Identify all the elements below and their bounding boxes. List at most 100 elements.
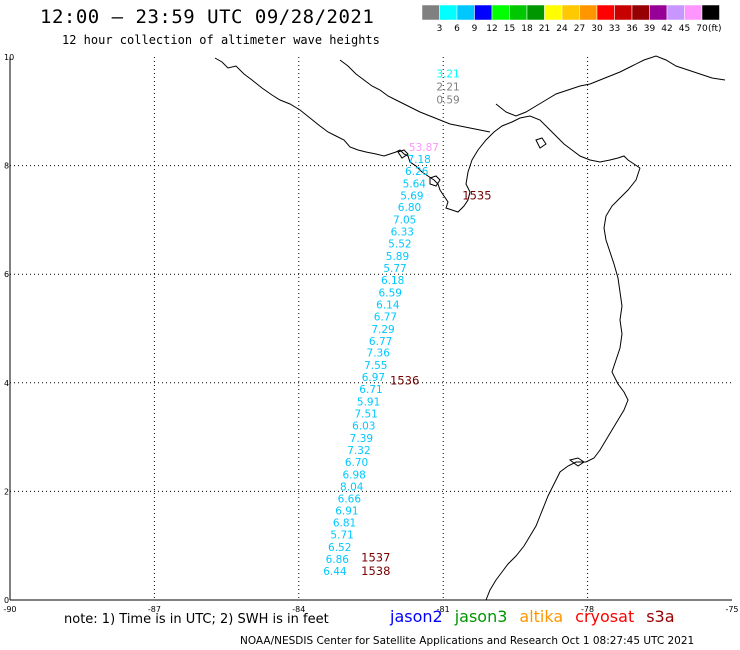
wave-height-label: 5.52	[388, 239, 411, 251]
latitude-tick-label: 2	[4, 487, 9, 496]
colorbar-swatch	[526, 4, 545, 21]
wave-height-label: 5.64	[403, 178, 427, 190]
wave-height-label: 6.77	[374, 311, 397, 323]
wave-height-label: 6.80	[398, 202, 421, 214]
island	[429, 175, 441, 187]
colorbar-label: 24	[556, 24, 568, 34]
colorbar-swatch	[666, 4, 685, 21]
wave-height-label: 6.33	[391, 227, 414, 239]
colorbar-swatch	[544, 4, 563, 21]
wave-height-label: 6.98	[342, 469, 365, 481]
wave-height-label: 7.51	[354, 409, 377, 421]
wave-height-label: 6.81	[333, 518, 356, 530]
colorbar-label: 9	[472, 24, 478, 34]
satellite-legend: jason2 jason3 altika cryosat s3a	[390, 607, 687, 626]
wave-height-label: 6.70	[345, 457, 368, 469]
colorbar-label: 3	[437, 24, 443, 34]
wave-height-label: 6.44	[323, 566, 347, 578]
wave-height-label: 5.91	[357, 397, 380, 409]
colorbar-swatch	[491, 4, 510, 21]
satellite-legend-item: jason2	[390, 607, 443, 626]
wave-height-label: 0.59	[436, 95, 459, 107]
wave-height-label: 53.87	[409, 142, 439, 154]
latitude-tick-label: 0	[4, 596, 9, 605]
colorbar-label: 12	[486, 24, 497, 34]
wave-height-label: 6.03	[352, 420, 375, 432]
colorbar-label: 36	[626, 24, 638, 34]
latitude-tick-label: 10	[4, 53, 14, 62]
wave-height-label: 6.77	[369, 336, 392, 348]
satellite-legend-item: cryosat	[575, 607, 635, 626]
wave-height-label: 7.39	[350, 433, 373, 445]
satellite-legend-item: s3a	[646, 607, 675, 626]
wave-height-label: 7.36	[367, 348, 391, 360]
colorbar: 3 6 9 12 15 18 21 24 27 30 33 36 39 42 45 70 (ft)	[421, 4, 722, 34]
wave-height-label: 6.86	[326, 554, 350, 566]
wave-height-label: 6.71	[359, 384, 382, 396]
wave-height-label: 6.14	[376, 299, 400, 311]
colorbar-unit: (ft)	[708, 24, 722, 34]
page-title: 12:00 – 23:59 UTC 09/28/2021	[40, 6, 375, 28]
pass-time-label: 1536	[390, 373, 419, 387]
footer-note: note: 1) Time is in UTC; 2) SWH is in fe…	[64, 612, 329, 627]
wave-height-label: 7.18	[407, 154, 430, 166]
longitude-tick-label: -87	[148, 605, 161, 614]
colorbar-swatch	[439, 4, 458, 21]
wave-height-label: 5.71	[330, 530, 353, 542]
colorbar-swatch	[614, 4, 633, 21]
colorbar-swatch	[596, 4, 615, 21]
colorbar-swatch	[649, 4, 668, 21]
wave-height-label: 6.59	[379, 287, 402, 299]
latitude-tick-label: 8	[4, 162, 9, 171]
pass-time-label: 1538	[361, 564, 390, 578]
wave-height-label: 6.66	[338, 493, 362, 505]
colombia-north-coast	[495, 55, 726, 117]
latitude-tick-label: 6	[4, 270, 9, 279]
wave-height-label: 7.29	[371, 324, 394, 336]
wave-height-label: 2.21	[436, 82, 459, 94]
wave-height-label: 7.05	[393, 215, 416, 227]
colorbar-label: 21	[539, 24, 550, 34]
colorbar-swatch	[474, 4, 493, 21]
wave-height-label: 6.97	[362, 372, 385, 384]
wave-height-label: 7.32	[347, 445, 370, 457]
satellite-legend-item: jason3	[454, 607, 508, 626]
pass-time-label: 1537	[361, 550, 390, 564]
colorbar-swatch	[421, 4, 440, 21]
colorbar-swatch	[509, 4, 528, 21]
page-subtitle: 12 hour collection of altimeter wave hei…	[62, 33, 380, 47]
colorbar-label: 39	[644, 24, 656, 34]
colorbar-swatch	[561, 4, 580, 21]
wave-height-label: 3.21	[436, 69, 459, 81]
wave-height-label: 6.26	[405, 166, 429, 178]
satellite-legend-item: altika	[519, 607, 564, 626]
island	[397, 149, 409, 159]
wave-height-label: 5.69	[400, 190, 423, 202]
colorbar-swatch	[456, 4, 475, 21]
wave-height-label: 5.77	[383, 263, 406, 275]
colorbar-label: 70	[696, 24, 708, 34]
colorbar-label: 6	[454, 24, 460, 34]
colorbar-label: 18	[521, 24, 533, 34]
colorbar-swatch	[579, 4, 598, 21]
colorbar-swatch	[701, 4, 720, 21]
wave-height-label: 5.89	[386, 251, 409, 263]
south-america-pacific-coast	[485, 167, 641, 601]
map-gridlines: -90 -87 -84 -81 -78 -75 0 2 4 6 8 10	[3, 53, 738, 614]
longitude-tick-label: -90	[3, 605, 16, 614]
central-america-coast	[214, 57, 641, 213]
wave-height-label: 6.18	[381, 275, 404, 287]
longitude-tick-label: -75	[725, 605, 738, 614]
wave-height-observations: 3.212.210.59 53.877.186.265.645.696.807.0…	[323, 69, 460, 578]
island	[535, 137, 547, 149]
coastline	[214, 55, 726, 601]
island	[568, 457, 585, 467]
colorbar-label: 27	[574, 24, 585, 34]
wave-height-label: 7.55	[364, 360, 387, 372]
longitude-tick-label: -78	[581, 605, 594, 614]
credit-line: NOAA/NESDIS Center for Satellite Applica…	[240, 635, 695, 647]
pass-time-label: 1535	[462, 188, 491, 202]
colorbar-label: 15	[504, 24, 515, 34]
